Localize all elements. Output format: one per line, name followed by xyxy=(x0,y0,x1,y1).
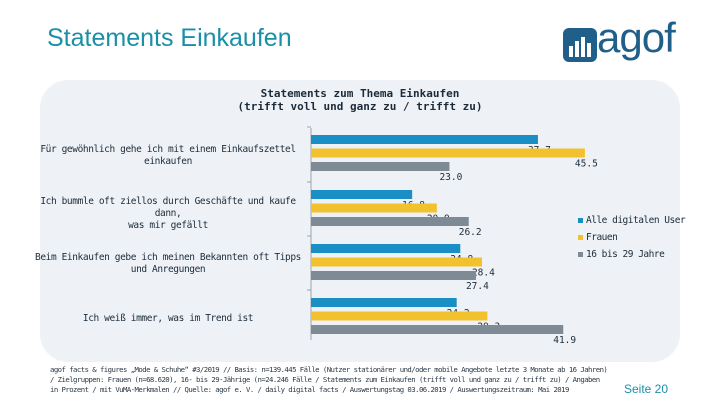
chart-title-line-1: Statements zum Thema Einkaufen xyxy=(260,87,460,100)
value-label-3-cat-3: 27.4 xyxy=(466,281,489,292)
legend-label-frauen: Frauen xyxy=(586,232,618,243)
legend-swatch-frauen xyxy=(578,235,583,240)
bar-2-cat-1 xyxy=(311,148,585,158)
value-label-2-cat-3: 28.4 xyxy=(472,268,495,279)
value-label-3-cat-4: 41.9 xyxy=(553,335,576,346)
value-label-3-cat-1: 23.0 xyxy=(439,172,462,183)
category-label-2-line-2: was mir gefällt xyxy=(128,220,208,231)
bar-2-cat-3 xyxy=(311,257,482,267)
category-label-2-line-1: Ich bummle oft ziellos durch Geschäfte u… xyxy=(40,196,296,219)
category-label-3: Beim Einkaufen gebe ich meinen Bekannten… xyxy=(28,252,308,276)
agof-logo-text: agof xyxy=(597,14,676,61)
bar-2-cat-4 xyxy=(311,311,488,321)
agof-logo-bars-icon xyxy=(563,28,597,62)
bar-1-cat-2 xyxy=(311,190,413,199)
category-label-1-line-1: Für gewöhnlich gehe ich mit einem Einkau… xyxy=(40,144,296,155)
legend-swatch-16-bis-29 xyxy=(578,252,583,257)
legend-label-16-bis-29: 16 bis 29 Jahre xyxy=(586,249,665,260)
value-label-3-cat-2: 26.2 xyxy=(459,227,482,238)
legend-label-alle: Alle digitalen User xyxy=(586,215,686,226)
value-label-2-cat-1: 45.5 xyxy=(575,159,598,170)
category-label-1: Für gewöhnlich gehe ich mit einem Einkau… xyxy=(28,144,308,168)
page-number: Seite 20 xyxy=(624,382,669,396)
bar-3-cat-2 xyxy=(311,217,469,226)
legend-swatch-alle xyxy=(578,218,583,223)
chart-title: Statements zum Thema Einkaufen (trifft v… xyxy=(200,87,520,113)
category-label-1-line-2: einkaufen xyxy=(144,156,192,167)
bar-1-cat-3 xyxy=(311,244,461,253)
category-label-3-line-2: und Anregungen xyxy=(130,264,206,275)
bar-3-cat-4 xyxy=(311,325,564,334)
bar-1-cat-4 xyxy=(311,298,457,307)
category-label-2: Ich bummle oft ziellos durch Geschäfte u… xyxy=(28,196,308,232)
bar-1-cat-1 xyxy=(311,135,538,144)
category-label-4: Ich weiß immer, was im Trend ist xyxy=(28,313,308,325)
slide-title: Statements Einkaufen xyxy=(47,24,292,52)
bar-3-cat-3 xyxy=(311,271,476,280)
footnote: agof facts & figures „Mode & Schuhe“ #3/… xyxy=(50,365,608,394)
category-label-3-line-1: Beim Einkaufen gebe ich meinen Bekannten… xyxy=(35,252,301,263)
bar-2-cat-2 xyxy=(311,203,437,213)
category-label-4-line-1: Ich weiß immer, was im Trend ist xyxy=(82,313,254,324)
chart-title-line-2: (trifft voll und ganz zu / trifft zu) xyxy=(237,100,483,113)
bar-3-cat-1 xyxy=(311,162,450,171)
